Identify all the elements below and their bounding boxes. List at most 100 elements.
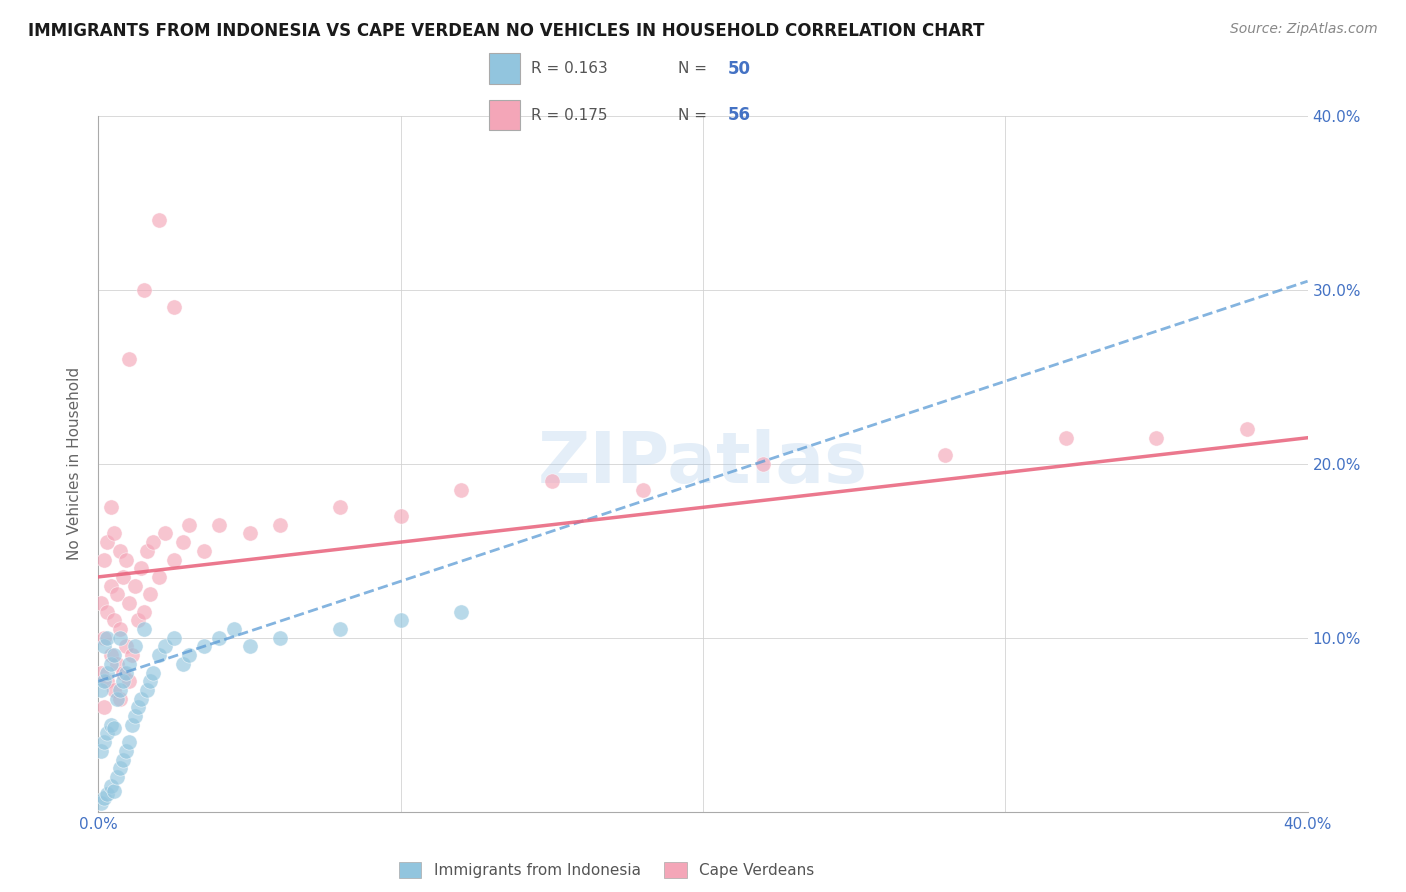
Point bbox=[934, 448, 956, 462]
Point bbox=[118, 674, 141, 689]
FancyBboxPatch shape bbox=[489, 54, 520, 84]
Point bbox=[96, 605, 118, 619]
Point bbox=[103, 526, 125, 541]
Point bbox=[329, 622, 352, 636]
Point bbox=[269, 631, 291, 645]
FancyBboxPatch shape bbox=[489, 100, 520, 130]
Point bbox=[329, 500, 352, 515]
Point bbox=[93, 735, 115, 749]
Point bbox=[114, 744, 136, 758]
Point bbox=[103, 721, 125, 735]
Point bbox=[179, 517, 201, 532]
Point bbox=[124, 709, 146, 723]
Point bbox=[103, 784, 125, 798]
Point bbox=[111, 665, 134, 680]
Point bbox=[172, 535, 194, 549]
Point bbox=[124, 640, 146, 654]
Point bbox=[108, 761, 131, 775]
Y-axis label: No Vehicles in Household: No Vehicles in Household bbox=[67, 368, 83, 560]
Point bbox=[108, 691, 131, 706]
Point bbox=[139, 587, 162, 601]
Point bbox=[139, 674, 162, 689]
Point bbox=[111, 753, 134, 767]
Point bbox=[269, 517, 291, 532]
Point bbox=[100, 657, 122, 671]
Point bbox=[108, 622, 131, 636]
Point bbox=[108, 543, 131, 558]
Point bbox=[93, 552, 115, 566]
Point bbox=[121, 717, 143, 731]
Point bbox=[93, 631, 115, 645]
Point bbox=[129, 691, 152, 706]
Point bbox=[239, 640, 262, 654]
Point bbox=[118, 352, 141, 367]
Point bbox=[105, 691, 128, 706]
Point bbox=[93, 700, 115, 714]
Point bbox=[90, 596, 112, 610]
Point bbox=[121, 648, 143, 662]
Point bbox=[96, 726, 118, 740]
Point bbox=[208, 517, 231, 532]
Point bbox=[142, 665, 165, 680]
Point bbox=[118, 657, 141, 671]
Point bbox=[752, 457, 775, 471]
Point bbox=[1144, 431, 1167, 445]
Text: 50: 50 bbox=[728, 60, 751, 78]
Point bbox=[114, 552, 136, 566]
Text: N =: N = bbox=[678, 108, 713, 122]
Point bbox=[127, 700, 149, 714]
Point bbox=[103, 614, 125, 628]
Point bbox=[450, 483, 472, 497]
Text: R = 0.163: R = 0.163 bbox=[531, 62, 607, 77]
Point bbox=[114, 665, 136, 680]
Point bbox=[105, 587, 128, 601]
Point bbox=[90, 665, 112, 680]
Point bbox=[142, 535, 165, 549]
Point bbox=[153, 526, 176, 541]
Point bbox=[389, 508, 412, 523]
Point bbox=[100, 717, 122, 731]
Text: N =: N = bbox=[678, 62, 713, 77]
Point bbox=[193, 543, 215, 558]
Point bbox=[103, 683, 125, 698]
Point bbox=[148, 570, 170, 584]
Point bbox=[93, 790, 115, 805]
Point bbox=[90, 796, 112, 810]
Point bbox=[148, 213, 170, 227]
Point bbox=[132, 622, 155, 636]
Point bbox=[100, 648, 122, 662]
Point bbox=[100, 779, 122, 793]
Point bbox=[631, 483, 654, 497]
Point bbox=[111, 570, 134, 584]
Point bbox=[100, 500, 122, 515]
Point bbox=[163, 552, 186, 566]
Point bbox=[239, 526, 262, 541]
Point bbox=[450, 605, 472, 619]
Point bbox=[118, 596, 141, 610]
Legend: Immigrants from Indonesia, Cape Verdeans: Immigrants from Indonesia, Cape Verdeans bbox=[392, 856, 820, 884]
Point bbox=[93, 640, 115, 654]
Point bbox=[105, 770, 128, 784]
Point bbox=[96, 631, 118, 645]
Point bbox=[1054, 431, 1077, 445]
Point bbox=[172, 657, 194, 671]
Point bbox=[540, 474, 562, 488]
Text: Source: ZipAtlas.com: Source: ZipAtlas.com bbox=[1230, 22, 1378, 37]
Point bbox=[224, 622, 246, 636]
Text: ZIPatlas: ZIPatlas bbox=[538, 429, 868, 499]
Point bbox=[163, 631, 186, 645]
Point bbox=[208, 631, 231, 645]
Point bbox=[108, 631, 131, 645]
Point bbox=[108, 683, 131, 698]
Point bbox=[193, 640, 215, 654]
Point bbox=[114, 640, 136, 654]
Point bbox=[129, 561, 152, 575]
Point bbox=[179, 648, 201, 662]
Point bbox=[118, 735, 141, 749]
Point bbox=[1236, 422, 1258, 436]
Point bbox=[135, 683, 157, 698]
Point bbox=[96, 535, 118, 549]
Point bbox=[132, 605, 155, 619]
Point bbox=[100, 578, 122, 592]
Point bbox=[127, 614, 149, 628]
